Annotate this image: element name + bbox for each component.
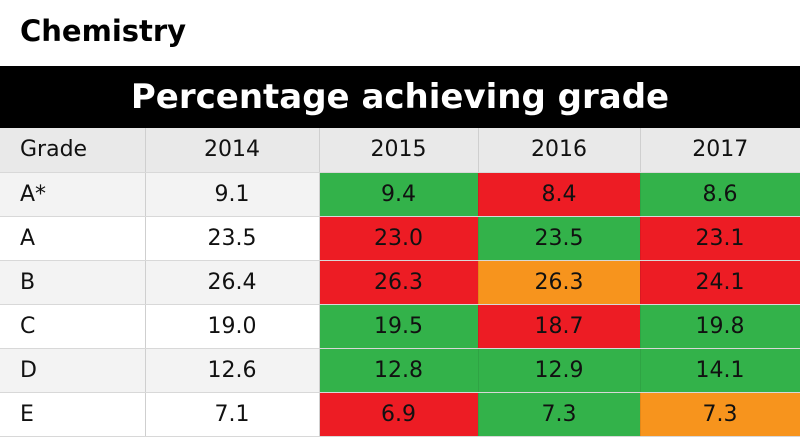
value-cell: 24.1: [640, 260, 800, 305]
value-cell: 26.4: [145, 260, 320, 305]
value-cell: 14.1: [640, 348, 800, 393]
value-cell: 8.6: [640, 172, 800, 217]
table-row: A* 9.1 9.4 8.4 8.6: [0, 172, 800, 217]
value-cell: 12.9: [478, 348, 641, 393]
grade-cell: A*: [0, 172, 146, 217]
value-cell: 23.5: [478, 216, 641, 261]
value-cell: 19.8: [640, 304, 800, 349]
grade-table: Grade 2014 2015 2016 2017 A* 9.1 9.4 8.4 8.6…: [0, 128, 800, 437]
table-row: A 23.5 23.0 23.5 23.1: [0, 216, 800, 261]
column-header-grade: Grade: [0, 128, 146, 173]
column-header-2015: 2015: [319, 128, 479, 173]
grade-cell: E: [0, 392, 146, 437]
value-cell: 12.6: [145, 348, 320, 393]
column-header-2017: 2017: [640, 128, 800, 173]
column-header-2014: 2014: [145, 128, 320, 173]
value-cell: 23.0: [319, 216, 479, 261]
value-cell: 26.3: [319, 260, 479, 305]
table-row: D 12.6 12.8 12.9 14.1: [0, 348, 800, 393]
value-cell: 7.3: [478, 392, 641, 437]
value-cell: 26.3: [478, 260, 641, 305]
grade-table-body: Grade 2014 2015 2016 2017 A* 9.1 9.4 8.4 8.6…: [0, 128, 800, 437]
table-banner-title: Percentage achieving grade: [0, 66, 800, 128]
value-cell: 19.5: [319, 304, 479, 349]
column-header-2016: 2016: [478, 128, 641, 173]
value-cell: 6.9: [319, 392, 479, 437]
value-cell: 23.5: [145, 216, 320, 261]
value-cell: 8.4: [478, 172, 641, 217]
table-row: B 26.4 26.3 26.3 24.1: [0, 260, 800, 305]
grade-cell: D: [0, 348, 146, 393]
grade-cell: A: [0, 216, 146, 261]
value-cell: 19.0: [145, 304, 320, 349]
value-cell: 18.7: [478, 304, 641, 349]
subject-title: Chemistry: [20, 14, 187, 48]
table-row: C 19.0 19.5 18.7 19.8: [0, 304, 800, 349]
value-cell: 12.8: [319, 348, 479, 393]
value-cell: 7.1: [145, 392, 320, 437]
value-cell: 9.1: [145, 172, 320, 217]
value-cell: 23.1: [640, 216, 800, 261]
value-cell: 7.3: [640, 392, 800, 437]
table-row: E 7.1 6.9 7.3 7.3: [0, 392, 800, 437]
grade-cell: B: [0, 260, 146, 305]
table-header-row: Grade 2014 2015 2016 2017: [0, 128, 800, 173]
grade-cell: C: [0, 304, 146, 349]
value-cell: 9.4: [319, 172, 479, 217]
